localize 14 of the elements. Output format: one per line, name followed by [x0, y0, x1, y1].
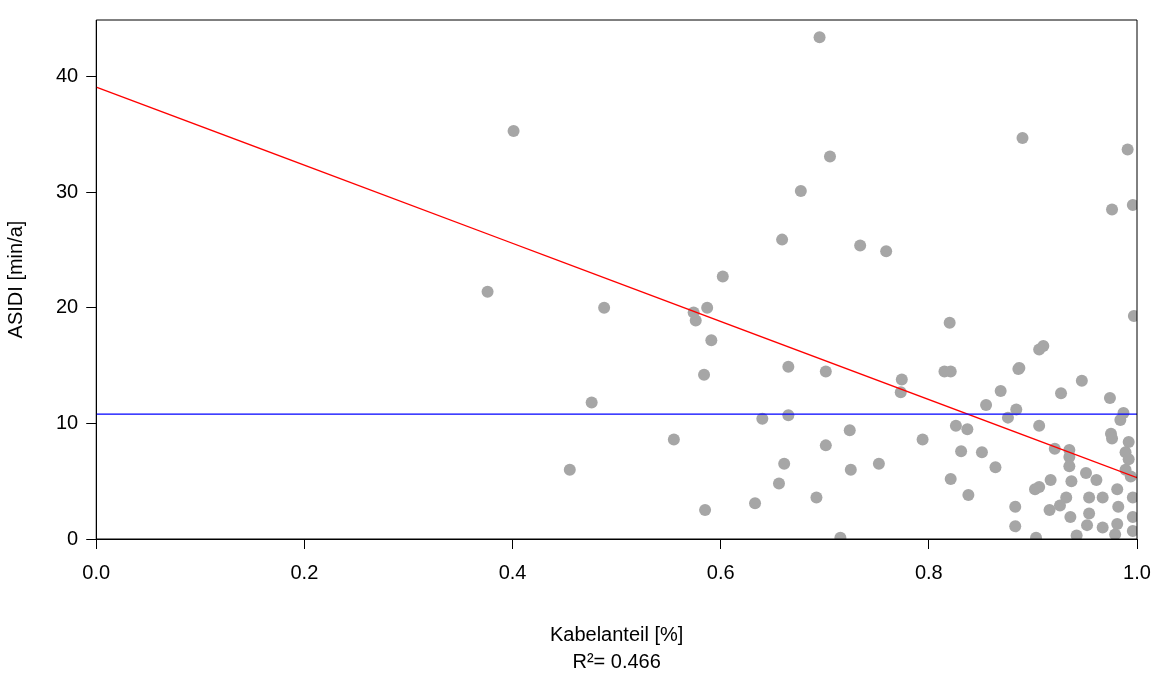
x-tick-label: 1.0	[1123, 560, 1151, 583]
x-tick-label: 0.6	[706, 560, 735, 583]
y-tick-label: 40	[56, 64, 79, 87]
y-axis-title: ASIDI [min/a]	[3, 220, 26, 339]
x-axis-title: Kabelanteil [%]	[549, 622, 684, 645]
x-tick-label: 0.8	[914, 560, 943, 583]
y-tick-label: 30	[56, 179, 79, 202]
y-tick-label: 20	[56, 295, 79, 318]
x-tick-label: 0.2	[290, 560, 319, 583]
y-tick-label: 10	[56, 410, 79, 433]
text: R²= 0.466	[572, 649, 661, 672]
y-tick-label: 0	[67, 526, 79, 549]
x-tick-label: 0.4	[498, 560, 527, 583]
x-tick-label: 0.0	[82, 560, 111, 583]
